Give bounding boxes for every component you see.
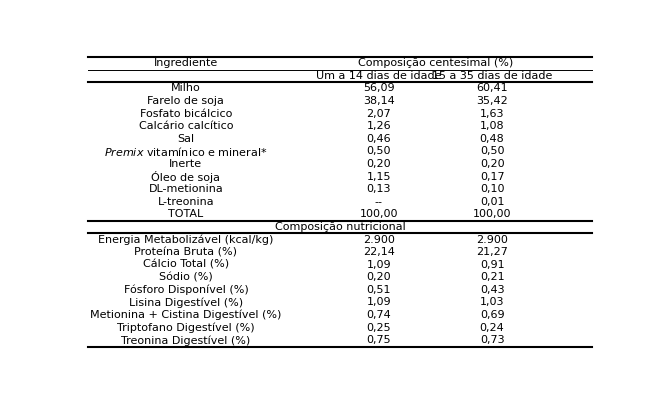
Text: 1,09: 1,09 xyxy=(367,260,391,270)
Text: 0,73: 0,73 xyxy=(480,335,505,345)
Text: 0,75: 0,75 xyxy=(367,335,391,345)
Text: 56,09: 56,09 xyxy=(363,84,394,94)
Text: 1,26: 1,26 xyxy=(367,121,391,131)
Text: 100,00: 100,00 xyxy=(360,209,398,219)
Text: 0,50: 0,50 xyxy=(480,146,505,156)
Text: 60,41: 60,41 xyxy=(476,84,508,94)
Text: TOTAL: TOTAL xyxy=(168,209,204,219)
Text: Fosfato bicálcico: Fosfato bicálcico xyxy=(139,109,232,119)
Text: 1,03: 1,03 xyxy=(480,297,505,308)
Text: 1,08: 1,08 xyxy=(480,121,505,131)
Text: --: -- xyxy=(375,197,383,207)
Text: 35,42: 35,42 xyxy=(476,96,508,106)
Text: DL-metionina: DL-metionina xyxy=(149,184,223,194)
Text: 1,15: 1,15 xyxy=(367,172,391,181)
Text: Metionina + Cistina Digestível (%): Metionina + Cistina Digestível (%) xyxy=(90,310,282,320)
Text: 1,63: 1,63 xyxy=(480,109,505,119)
Text: Fósforo Disponível (%): Fósforo Disponível (%) xyxy=(124,285,248,295)
Text: 0,21: 0,21 xyxy=(480,272,505,282)
Text: Composição centesimal (%): Composição centesimal (%) xyxy=(358,58,513,68)
Text: Farelo de soja: Farelo de soja xyxy=(147,96,224,106)
Text: $\it{Premix}$ vitamínico e mineral*: $\it{Premix}$ vitamínico e mineral* xyxy=(104,145,268,158)
Text: 0,50: 0,50 xyxy=(367,146,391,156)
Text: 0,17: 0,17 xyxy=(480,172,505,181)
Text: 15 a 35 dias de idade: 15 a 35 dias de idade xyxy=(432,71,552,81)
Text: 0,91: 0,91 xyxy=(480,260,505,270)
Text: 2.900: 2.900 xyxy=(476,234,508,244)
Text: 0,74: 0,74 xyxy=(367,310,391,320)
Text: 0,24: 0,24 xyxy=(479,323,505,333)
Text: L-treonina: L-treonina xyxy=(157,197,214,207)
Text: Ingrediente: Ingrediente xyxy=(154,58,218,68)
Text: Óleo de soja: Óleo de soja xyxy=(151,171,220,183)
Text: Proteína Bruta (%): Proteína Bruta (%) xyxy=(134,247,238,257)
Text: Triptofano Digestível (%): Triptofano Digestível (%) xyxy=(117,322,255,333)
Text: 100,00: 100,00 xyxy=(473,209,511,219)
Text: 0,46: 0,46 xyxy=(367,134,391,144)
Text: Inerte: Inerte xyxy=(169,159,203,169)
Text: Milho: Milho xyxy=(171,84,201,94)
Text: 0,48: 0,48 xyxy=(479,134,505,144)
Text: 38,14: 38,14 xyxy=(363,96,395,106)
Text: Composição nutricional: Composição nutricional xyxy=(275,222,406,232)
Text: 0,25: 0,25 xyxy=(367,323,391,333)
Text: Sal: Sal xyxy=(177,134,195,144)
Text: 0,13: 0,13 xyxy=(367,184,391,194)
Text: Sódio (%): Sódio (%) xyxy=(159,272,212,282)
Text: 22,14: 22,14 xyxy=(363,247,395,257)
Text: 0,43: 0,43 xyxy=(480,285,505,295)
Text: Calcário calcítico: Calcário calcítico xyxy=(139,121,233,131)
Text: 21,27: 21,27 xyxy=(476,247,508,257)
Text: 0,20: 0,20 xyxy=(367,159,391,169)
Text: 2.900: 2.900 xyxy=(363,234,395,244)
Text: 0,69: 0,69 xyxy=(480,310,505,320)
Text: Cálcio Total (%): Cálcio Total (%) xyxy=(143,260,229,270)
Text: 0,01: 0,01 xyxy=(480,197,505,207)
Text: 0,20: 0,20 xyxy=(480,159,505,169)
Text: 1,09: 1,09 xyxy=(367,297,391,308)
Text: Energia Metabolizável (kcal/kg): Energia Metabolizável (kcal/kg) xyxy=(98,234,274,245)
Text: 2,07: 2,07 xyxy=(367,109,391,119)
Text: Um a 14 dias de idade: Um a 14 dias de idade xyxy=(316,71,442,81)
Text: 0,51: 0,51 xyxy=(367,285,391,295)
Text: 0,10: 0,10 xyxy=(480,184,505,194)
Text: 0,20: 0,20 xyxy=(367,272,391,282)
Text: Treonina Digestível (%): Treonina Digestível (%) xyxy=(122,335,250,345)
Text: Lisina Digestível (%): Lisina Digestível (%) xyxy=(129,297,243,308)
